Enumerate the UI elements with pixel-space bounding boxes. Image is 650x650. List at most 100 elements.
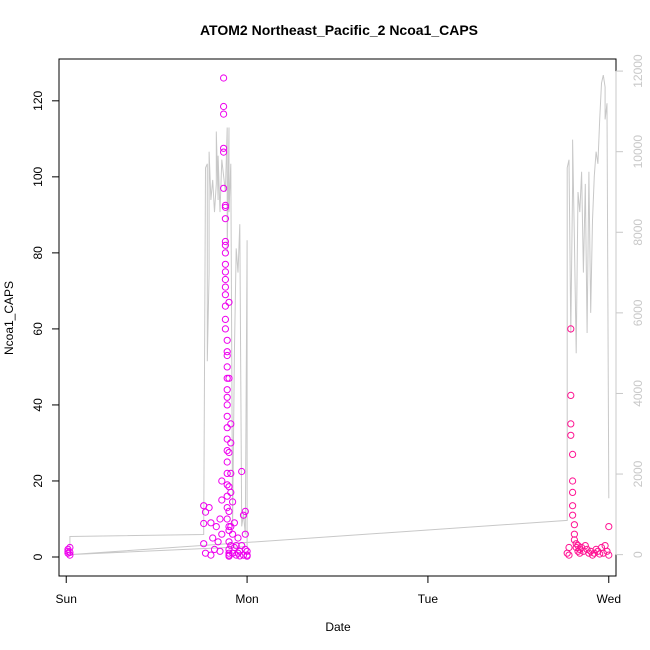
y-tick-label: 80 — [31, 246, 45, 260]
data-point — [225, 507, 233, 515]
data-point — [220, 74, 228, 82]
right-axis: 0 2000 4000 6000 8000 10000 12000 — [615, 54, 645, 558]
data-point — [223, 348, 231, 356]
data-point — [221, 302, 229, 310]
data-point — [223, 424, 231, 432]
y-tick-label: 40 — [31, 398, 45, 412]
data-point — [227, 439, 235, 447]
data-point — [227, 542, 235, 550]
data-point — [221, 325, 229, 333]
data-point — [603, 547, 611, 555]
x-tick-label: Tue — [418, 592, 439, 606]
data-point — [238, 467, 246, 476]
data-point — [230, 519, 238, 527]
data-point — [220, 110, 228, 118]
data-point — [572, 540, 580, 548]
data-point — [223, 351, 231, 360]
data-point — [227, 420, 235, 428]
data-point — [205, 504, 213, 512]
left-axis: 0 20 40 60 80 100 120 — [31, 90, 60, 560]
data-point — [200, 519, 208, 528]
points-layer — [64, 74, 613, 560]
data-point — [218, 477, 226, 485]
data-point — [569, 450, 577, 458]
data-point — [218, 530, 226, 538]
data-point — [223, 363, 231, 371]
y2-tick-label: 10000 — [631, 135, 645, 169]
secondary-series-line — [69, 74, 610, 556]
data-point — [605, 523, 613, 531]
data-point — [223, 481, 231, 489]
x-tick-label: Sun — [56, 592, 77, 606]
data-point — [223, 504, 231, 512]
data-point — [227, 523, 235, 531]
data-point — [220, 148, 228, 156]
data-point — [585, 549, 593, 557]
data-point — [227, 488, 235, 496]
secondary-line-layer — [69, 74, 610, 556]
data-point — [230, 543, 238, 552]
data-point — [243, 547, 251, 555]
data-point — [223, 412, 231, 420]
data-point — [220, 102, 228, 111]
x-axis-label: Date — [325, 620, 351, 634]
data-point — [225, 538, 233, 546]
data-point — [241, 507, 249, 515]
data-point — [223, 435, 231, 443]
data-point — [223, 336, 231, 344]
data-point — [221, 268, 229, 276]
data-point — [583, 545, 591, 554]
data-point — [218, 496, 226, 504]
data-point — [223, 492, 231, 500]
y-tick-label: 0 — [31, 553, 45, 560]
data-point — [232, 542, 240, 550]
data-point — [567, 431, 575, 439]
data-point — [588, 551, 597, 559]
data-point — [221, 241, 229, 249]
y-tick-label: 20 — [31, 474, 45, 488]
data-point — [229, 498, 237, 506]
data-point — [239, 511, 248, 519]
plot-frame — [58, 58, 617, 577]
data-point — [565, 543, 573, 552]
data-point — [225, 549, 233, 557]
data-point — [243, 552, 251, 560]
data-point — [590, 549, 598, 557]
data-point — [221, 283, 229, 291]
data-point — [221, 201, 229, 209]
data-point — [596, 550, 604, 558]
y-tick-label: 60 — [31, 322, 45, 336]
data-point — [223, 515, 231, 523]
bottom-axis: Sun Mon Tue Wed — [56, 575, 621, 606]
data-point — [66, 548, 74, 557]
data-point — [221, 249, 229, 257]
y2-tick-label: 12000 — [631, 54, 645, 88]
data-point — [565, 551, 573, 559]
data-point — [207, 519, 215, 527]
data-point — [220, 144, 228, 152]
x-tick-label: Wed — [597, 592, 621, 606]
data-point — [225, 448, 233, 457]
y2-tick-label: 4000 — [631, 380, 645, 407]
data-point — [569, 511, 577, 519]
data-point — [216, 515, 224, 523]
data-point — [234, 534, 242, 542]
data-point — [66, 543, 74, 552]
chart-title: ATOM2 Northeast_Pacific_2 Ncoa1_CAPS — [200, 22, 478, 38]
data-point — [238, 542, 246, 550]
data-point — [569, 502, 577, 510]
data-point — [223, 469, 231, 477]
data-point — [574, 542, 582, 550]
y2-tick-label: 8000 — [631, 219, 645, 246]
y2-tick-label: 2000 — [631, 460, 645, 487]
data-point — [567, 420, 575, 428]
data-point — [221, 315, 229, 323]
data-point — [605, 551, 613, 559]
y-axis-label: Ncoa1_CAPS — [2, 281, 16, 355]
data-point — [220, 184, 228, 192]
data-point — [572, 543, 580, 552]
data-point — [221, 215, 229, 223]
y-tick-label: 100 — [31, 167, 45, 187]
data-point — [570, 521, 579, 529]
